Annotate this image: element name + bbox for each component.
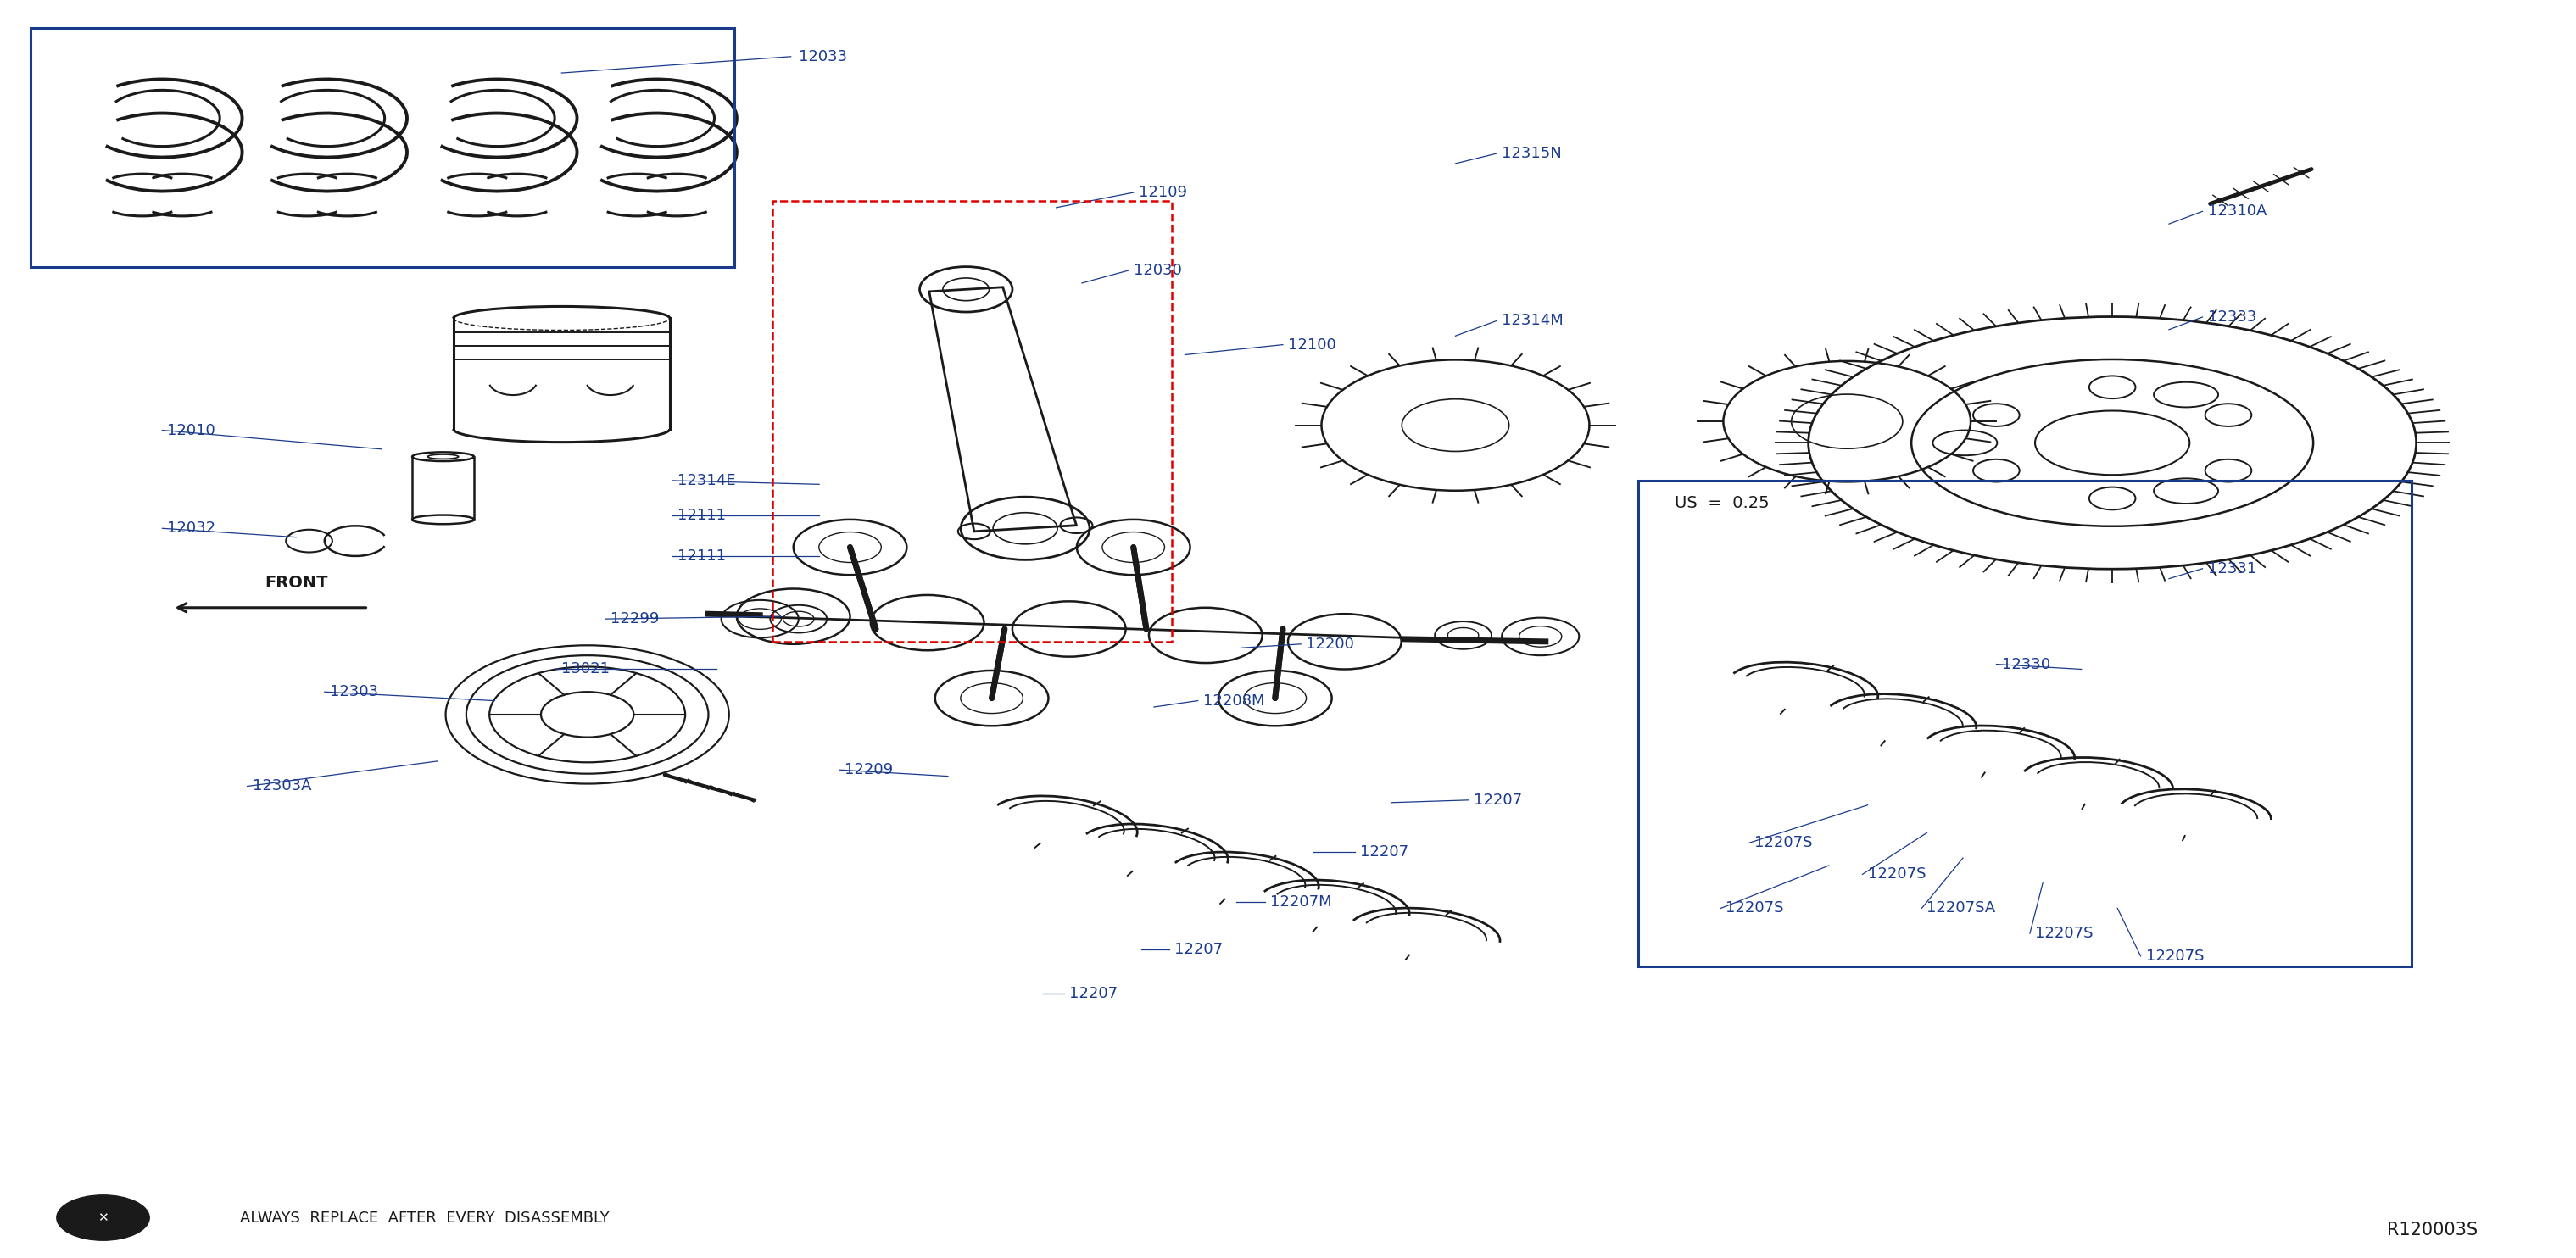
Text: 12315N: 12315N — [1502, 146, 1561, 161]
Text: 12111: 12111 — [677, 548, 726, 564]
Text: 12033: 12033 — [799, 49, 848, 64]
Text: 12303: 12303 — [330, 684, 379, 699]
Bar — [31, 28, 734, 267]
Text: 12303A: 12303A — [252, 779, 312, 794]
Bar — [1638, 481, 2411, 966]
Text: 12100: 12100 — [1288, 337, 1337, 352]
Text: 12209: 12209 — [845, 762, 894, 777]
Text: 12207: 12207 — [1175, 942, 1224, 957]
Text: 12207S: 12207S — [2035, 926, 2094, 941]
Text: 12333: 12333 — [2208, 309, 2257, 325]
Text: 12208M: 12208M — [1203, 693, 1265, 708]
Text: 13021: 13021 — [562, 662, 611, 677]
Text: 12207S: 12207S — [1868, 867, 1927, 882]
Text: 12310A: 12310A — [2208, 204, 2267, 219]
Text: FRONT: FRONT — [265, 575, 327, 591]
Text: R120003S: R120003S — [2388, 1222, 2478, 1239]
Text: 12030: 12030 — [1133, 263, 1182, 278]
Text: 12207SA: 12207SA — [1927, 901, 1996, 916]
Text: 12207S: 12207S — [2146, 949, 2205, 964]
Text: ✕: ✕ — [98, 1211, 108, 1224]
Text: 12207M: 12207M — [1270, 894, 1332, 910]
Text: 12330: 12330 — [2002, 657, 2050, 672]
Text: 12207S: 12207S — [1754, 835, 1814, 850]
Text: 12207: 12207 — [1473, 793, 1522, 808]
Text: 12032: 12032 — [167, 521, 216, 536]
Text: US  =  0.25: US = 0.25 — [1674, 496, 1770, 511]
Text: 12207S: 12207S — [1726, 901, 1785, 916]
Text: 12111: 12111 — [677, 508, 726, 523]
Text: 12010: 12010 — [167, 423, 216, 438]
Bar — [773, 201, 1172, 642]
Text: 12314E: 12314E — [677, 473, 737, 488]
Text: 12299: 12299 — [611, 611, 659, 626]
Text: 12207: 12207 — [1069, 986, 1118, 1001]
Text: 12314M: 12314M — [1502, 313, 1564, 328]
Text: 12331: 12331 — [2208, 561, 2257, 576]
Text: 12109: 12109 — [1139, 185, 1188, 200]
Ellipse shape — [57, 1195, 149, 1240]
Text: 12200: 12200 — [1306, 637, 1355, 652]
Text: 12207: 12207 — [1360, 844, 1409, 859]
Text: ALWAYS  REPLACE  AFTER  EVERY  DISASSEMBLY: ALWAYS REPLACE AFTER EVERY DISASSEMBLY — [240, 1210, 608, 1225]
